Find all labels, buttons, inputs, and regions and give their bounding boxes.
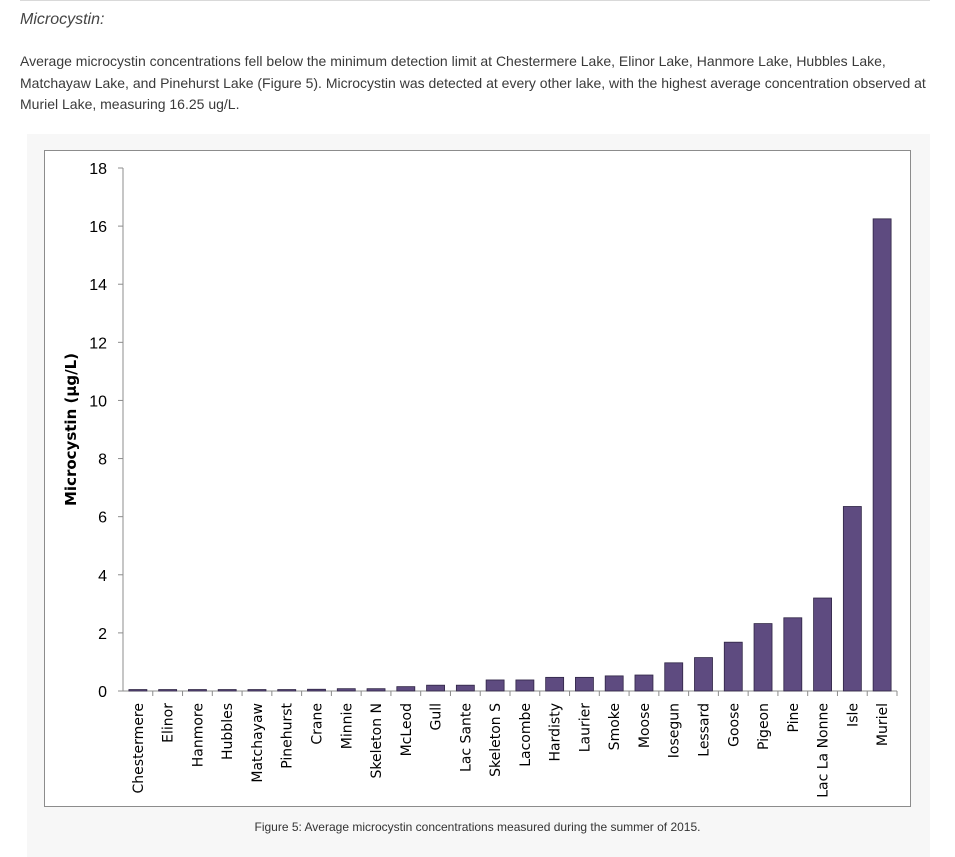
top-divider (20, 0, 930, 1)
y-tick-label: 8 (98, 452, 107, 469)
x-tick-label: Smoke (607, 703, 623, 750)
x-tick-label: Crane (310, 703, 326, 745)
bar-lac-la-nonne (813, 597, 832, 692)
bar-minnie (336, 688, 356, 692)
y-axis-title: Microcystin (µg/L) (62, 353, 80, 506)
x-tick-label: Hubbles (220, 703, 236, 760)
x-tick-label: Hanmore (190, 703, 206, 767)
y-tick-label: 12 (89, 335, 107, 352)
x-tick-label: Iosegun (667, 703, 683, 758)
bar-pigeon (753, 623, 773, 692)
bar-hubbles (217, 689, 237, 692)
x-tick-label: McLeod (399, 703, 415, 756)
bar-muriel (872, 218, 892, 692)
x-tick-label: Skeleton S (488, 703, 504, 777)
section-paragraph: Average microcystin concentrations fell … (20, 53, 926, 112)
x-tick-label: Lac La Nonne (816, 703, 832, 798)
y-tick-label: 18 (89, 161, 107, 178)
figure-caption: Figure 5: Average microcystin concentrat… (254, 820, 701, 834)
bar-gull (426, 684, 445, 692)
y-tick-label: 4 (98, 568, 107, 585)
x-tick-label: Muriel (875, 703, 891, 746)
x-tick-label: Laurier (577, 703, 593, 753)
bar-elinor (158, 689, 178, 692)
y-tick-label: 10 (89, 393, 107, 410)
x-tick-label: Isle (845, 703, 861, 727)
y-tick-label: 14 (89, 277, 107, 294)
bar-crane (307, 688, 326, 692)
bar-skeleton-n (366, 688, 386, 692)
bar-matchayaw (247, 689, 267, 692)
bar-chart: 0 2 4 6 8 10 12 14 16 18 Microcystin (µg/L) Chester… (62, 161, 898, 798)
x-tick-label: Lac Sante (458, 703, 474, 772)
bar-isle (842, 506, 862, 692)
x-tick-label: Pigeon (756, 703, 772, 750)
x-tick-label: Hardisty (548, 703, 564, 761)
bar-laurier (575, 676, 594, 692)
x-tick-label: Moose (637, 703, 653, 748)
x-tick-label: Pinehurst (280, 702, 296, 768)
x-tick-label: Gull (429, 703, 445, 731)
x-tick-label: Goose (726, 703, 742, 747)
bar-hardisty (545, 676, 565, 692)
section-heading: Microcystin: (20, 11, 105, 28)
x-tick-label: Chestermere (131, 703, 147, 793)
x-tick-label: Skeleton N (369, 703, 385, 778)
x-tick-label: Matchayaw (250, 703, 266, 783)
bar-lessard (694, 657, 713, 692)
chart-frame (44, 150, 911, 807)
bar-goose (723, 641, 743, 692)
y-tick-label: 16 (89, 219, 107, 236)
x-tick-label: Pine (786, 703, 802, 733)
y-tick-label: 0 (98, 684, 107, 701)
bar-lac-sante (455, 684, 475, 692)
bar-skeleton-s (485, 679, 505, 692)
bar-moose (634, 674, 654, 692)
bar-mcleod (396, 686, 416, 692)
bar-hanmore (188, 689, 207, 692)
x-tick-label: Elinor (161, 703, 177, 743)
x-tick-label: Minnie (339, 703, 355, 749)
x-tick-label: Lessard (697, 703, 713, 757)
bar-pinehurst (277, 689, 297, 692)
bar-chestermere (128, 689, 148, 692)
bar-iosegun (664, 662, 684, 692)
bar-smoke (604, 675, 624, 692)
bar-pine (783, 617, 803, 692)
bar-lacombe (515, 679, 535, 692)
y-tick-label: 6 (98, 510, 107, 527)
y-tick-label: 2 (98, 626, 107, 643)
x-tick-label: Lacombe (518, 703, 534, 767)
